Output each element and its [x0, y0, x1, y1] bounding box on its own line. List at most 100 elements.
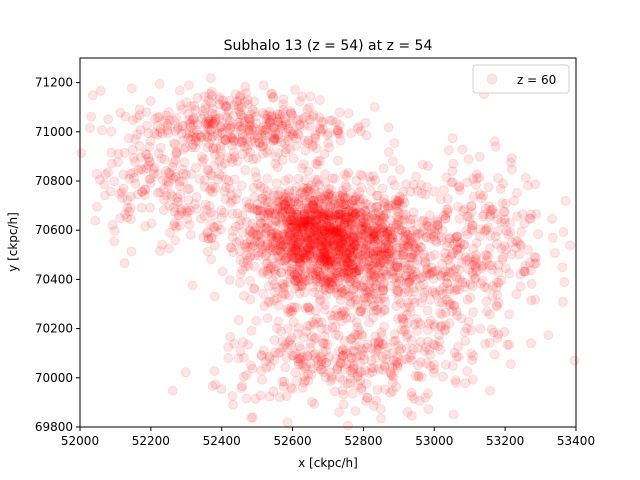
scatter-point — [360, 285, 371, 296]
scatter-point — [468, 351, 479, 361]
scatter-point — [343, 420, 353, 431]
scatter-point — [290, 216, 301, 227]
scatter-point — [305, 180, 316, 191]
scatter-point — [265, 263, 276, 274]
scatter-point — [387, 348, 398, 359]
scatter-point — [303, 203, 314, 214]
scatter-point — [515, 281, 526, 292]
scatter-point — [235, 106, 246, 117]
scatter-point — [276, 291, 287, 302]
scatter-point — [395, 191, 406, 202]
scatter-point — [335, 197, 346, 208]
scatter-point — [355, 306, 366, 317]
scatter-point — [269, 279, 280, 290]
scatter-point — [328, 239, 339, 250]
scatter-point — [411, 313, 422, 324]
scatter-point — [230, 89, 241, 100]
scatter-point — [352, 262, 363, 273]
scatter-point — [339, 288, 350, 299]
scatter-point — [168, 138, 179, 149]
scatter-point — [323, 210, 334, 221]
scatter-point — [298, 232, 309, 243]
scatter-point — [418, 215, 429, 226]
scatter-point — [332, 253, 343, 264]
scatter-point — [258, 80, 269, 91]
scatter-point — [328, 226, 339, 237]
scatter-point — [349, 240, 360, 251]
scatter-point — [347, 200, 358, 211]
scatter-point — [327, 214, 338, 225]
scatter-point — [220, 111, 231, 122]
scatter-point — [319, 225, 330, 236]
scatter-point — [292, 262, 302, 272]
y-tick-label: 70200 — [35, 322, 73, 336]
scatter-point — [351, 175, 362, 186]
scatter-point — [325, 256, 336, 267]
scatter-point — [305, 233, 316, 244]
scatter-point — [302, 242, 313, 253]
scatter-point — [378, 258, 389, 269]
scatter-point — [341, 232, 352, 242]
scatter-point — [435, 307, 446, 318]
scatter-point — [345, 297, 356, 307]
scatter-point — [360, 249, 371, 260]
x-tick-label: 52200 — [132, 434, 170, 448]
scatter-point — [343, 108, 354, 119]
scatter-point — [161, 175, 172, 186]
scatter-point — [273, 197, 284, 208]
scatter-point — [348, 346, 359, 357]
scatter-point — [430, 235, 441, 246]
scatter-point — [335, 205, 346, 216]
x-tick-label: 52800 — [344, 434, 382, 448]
scatter-point — [331, 267, 342, 278]
scatter-point — [395, 268, 406, 279]
scatter-point — [360, 205, 371, 216]
scatter-point — [205, 73, 216, 84]
scatter-point — [489, 349, 500, 360]
scatter-point — [288, 253, 299, 264]
scatter-point — [481, 296, 492, 307]
scatter-point — [291, 276, 302, 287]
scatter-point — [339, 219, 350, 230]
scatter-point — [326, 255, 337, 266]
scatter-point — [340, 212, 351, 223]
scatter-point — [203, 95, 214, 106]
scatter-point — [352, 273, 363, 284]
scatter-point — [329, 267, 340, 278]
scatter-point — [321, 241, 331, 252]
scatter-point — [126, 246, 137, 257]
scatter-point — [321, 266, 332, 277]
scatter-point — [256, 232, 267, 243]
scatter-point — [381, 238, 392, 249]
scatter-point — [298, 224, 309, 235]
scatter-point — [448, 248, 459, 259]
chart-title: Subhalo 13 (z = 54) at z = 54 — [224, 38, 433, 54]
scatter-point — [283, 214, 294, 225]
scatter-point — [380, 242, 391, 253]
scatter-point — [302, 250, 313, 261]
scatter-point — [336, 221, 346, 232]
scatter-point — [339, 243, 350, 253]
scatter-point — [503, 229, 514, 240]
scatter-point — [283, 187, 294, 198]
scatter-point — [353, 121, 364, 132]
scatter-point — [298, 220, 309, 231]
scatter-point — [302, 235, 313, 245]
scatter-point — [322, 275, 333, 286]
scatter-point — [340, 264, 351, 275]
scatter-point — [323, 189, 334, 200]
scatter-point — [325, 254, 336, 264]
x-tick-label: 52600 — [273, 434, 311, 448]
scatter-point — [253, 229, 264, 240]
scatter-point — [336, 259, 347, 270]
scatter-point — [382, 227, 393, 238]
scatter-point — [332, 225, 343, 236]
scatter-point — [109, 176, 120, 187]
scatter-point — [119, 258, 130, 269]
scatter-point — [250, 137, 261, 148]
scatter-point — [569, 355, 580, 366]
scatter-point — [387, 247, 398, 258]
scatter-point — [454, 284, 465, 295]
scatter-point — [271, 178, 282, 189]
scatter-point — [256, 365, 267, 376]
